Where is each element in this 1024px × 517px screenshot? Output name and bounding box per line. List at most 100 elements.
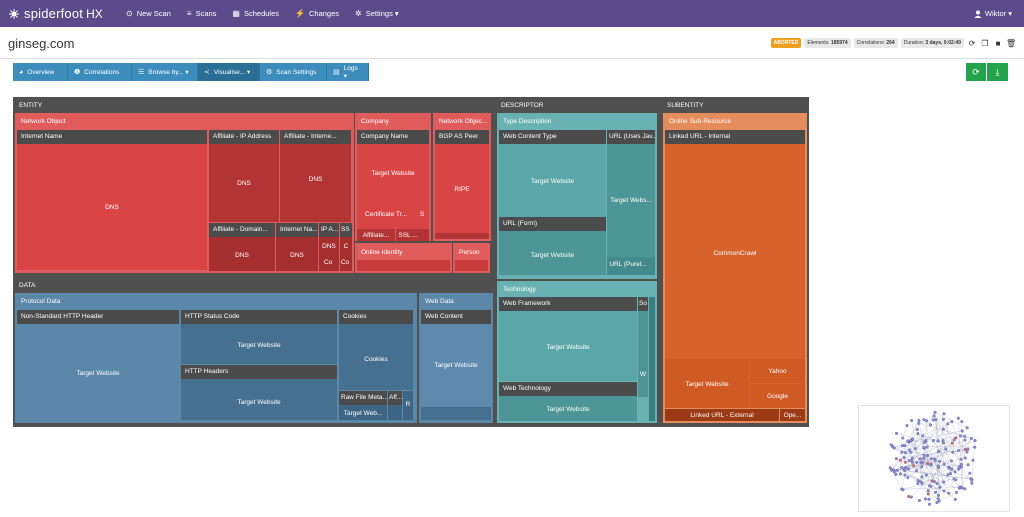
scan-status-bar: ABORTED Elements: 185974 Correlations: 2… bbox=[770, 38, 1017, 48]
treemap-google[interactable] bbox=[750, 384, 805, 408]
logs-dropdown[interactable]: ▤ Logs ▾ bbox=[327, 63, 369, 81]
visualise-dropdown[interactable]: ≺ Visualise... ▾ bbox=[198, 63, 260, 81]
nav-schedules[interactable]: ▦ Schedules bbox=[224, 0, 287, 27]
treemap-non-standard-http[interactable] bbox=[17, 310, 179, 420]
graph-node bbox=[942, 480, 946, 484]
treemap-linked-url-external[interactable] bbox=[665, 409, 779, 421]
graph-edge bbox=[930, 464, 963, 489]
treemap-web-content-type[interactable] bbox=[499, 130, 606, 217]
graph-edge bbox=[921, 476, 933, 482]
refresh-icon[interactable]: ⟳ bbox=[968, 38, 976, 48]
treemap-affiliate-internet[interactable] bbox=[280, 130, 351, 222]
network-graph-thumbnail[interactable] bbox=[858, 405, 1010, 512]
graph-node bbox=[963, 456, 967, 460]
correlations-label: Correlations: bbox=[856, 40, 885, 46]
affiliate-domain-dns-label: DNS bbox=[235, 251, 249, 259]
treemap-internet-name[interactable] bbox=[17, 130, 207, 270]
correlations-button[interactable]: ❶ Correlations bbox=[68, 63, 132, 81]
graph-node bbox=[918, 457, 922, 461]
delete-icon[interactable]: 🗑 bbox=[1006, 38, 1017, 48]
treemap-group-data: DATA bbox=[19, 282, 36, 289]
graph-edge bbox=[933, 440, 952, 470]
scan-header: ginseg.com ABORTED Elements: 185974 Corr… bbox=[0, 27, 1024, 59]
graph-node bbox=[956, 416, 960, 420]
download-button[interactable]: ⤓ bbox=[987, 63, 1008, 81]
overview-button[interactable]: ◕ Overview bbox=[13, 63, 68, 81]
user-menu[interactable]: Wiktor ▾ bbox=[974, 0, 1012, 27]
graph-edge bbox=[909, 430, 963, 442]
graph-node bbox=[889, 443, 893, 447]
internet-name-dns-label: DNS bbox=[105, 203, 119, 211]
so-header: So bbox=[638, 297, 648, 311]
graph-node bbox=[957, 485, 962, 490]
graph-node bbox=[951, 450, 955, 454]
user-name: Wiktor ▾ bbox=[984, 9, 1012, 18]
graph-node bbox=[922, 453, 926, 457]
browse-by-dropdown[interactable]: ☰ Browse by... ▾ bbox=[132, 63, 198, 81]
graph-node bbox=[900, 444, 904, 448]
stop-icon[interactable]: ■ bbox=[995, 38, 1001, 48]
graph-edge bbox=[903, 469, 938, 503]
graph-node bbox=[933, 458, 937, 462]
treemap-web-framework[interactable] bbox=[499, 297, 637, 381]
graph-edge bbox=[911, 439, 932, 465]
online-identity-block[interactable] bbox=[357, 260, 450, 271]
person-block[interactable] bbox=[455, 260, 488, 271]
scan-settings-button[interactable]: ⚙ Scan Settings bbox=[260, 63, 327, 81]
graph-edge bbox=[945, 423, 948, 449]
treemap-company-name[interactable] bbox=[357, 130, 429, 229]
company-s-label: S bbox=[419, 210, 425, 218]
technology-small-block[interactable] bbox=[649, 297, 655, 421]
brand-logo[interactable]: spiderfoot HX bbox=[8, 6, 108, 21]
graph-edge bbox=[891, 462, 923, 471]
treemap-r[interactable] bbox=[403, 391, 413, 420]
treemap-affiliate-ip[interactable] bbox=[209, 130, 279, 222]
elements-value: 185974 bbox=[830, 40, 848, 46]
graph-edge bbox=[918, 423, 972, 439]
nav-scans[interactable]: ≡ Scans bbox=[179, 0, 225, 27]
graph-node bbox=[936, 493, 941, 497]
graph-node bbox=[903, 469, 907, 473]
treemap-bgp-as-peer[interactable] bbox=[435, 130, 489, 239]
copy-icon[interactable]: ❐ bbox=[981, 38, 989, 48]
nav-new-scan[interactable]: ⊙ New Scan bbox=[118, 0, 179, 27]
graph-edge bbox=[902, 445, 975, 448]
web-content-block[interactable] bbox=[421, 407, 491, 420]
internet-na-header: Internet Na... bbox=[276, 223, 318, 237]
treemap-affiliate-short[interactable] bbox=[357, 229, 395, 241]
treemap-so[interactable] bbox=[638, 297, 648, 397]
graph-node bbox=[966, 463, 970, 467]
nav-settings[interactable]: ✲ Settings ▾ bbox=[347, 0, 407, 27]
graph-node bbox=[949, 459, 953, 463]
overview-label: Overview bbox=[27, 68, 55, 76]
treemap-ope[interactable] bbox=[780, 409, 805, 421]
graph-node bbox=[960, 420, 964, 424]
treemap-web-content[interactable] bbox=[421, 310, 491, 406]
url-form-header: URL (Form) bbox=[499, 217, 606, 231]
refresh-button[interactable]: ⟳ bbox=[966, 63, 986, 81]
graph-edge bbox=[939, 419, 944, 462]
treemap-target-website-sub[interactable] bbox=[665, 359, 749, 408]
graph-node bbox=[916, 432, 920, 436]
raw-file-meta-header: Raw File Meta... bbox=[339, 391, 387, 405]
graph-edge bbox=[894, 447, 928, 464]
graph-node bbox=[916, 481, 920, 486]
ss-co-label: Co bbox=[340, 258, 350, 266]
treemap-url-purel[interactable] bbox=[607, 257, 655, 275]
duration-value: 3 days, 0:02:40 bbox=[925, 40, 961, 46]
nav-schedules-label: Schedules bbox=[243, 9, 280, 18]
graph-edge bbox=[951, 421, 966, 459]
user-icon bbox=[974, 10, 982, 18]
graph-node bbox=[950, 420, 954, 424]
treemap-ssl[interactable] bbox=[396, 229, 429, 241]
graph-node bbox=[959, 462, 963, 467]
bgp-small-block[interactable] bbox=[435, 233, 489, 239]
graph-node bbox=[901, 488, 905, 492]
treemap-yahoo[interactable] bbox=[750, 359, 805, 383]
certificate-tr-label: Certificate Tr... bbox=[365, 210, 407, 218]
treemap-url-uses-jav[interactable] bbox=[607, 130, 655, 257]
url-uses-jav-header: URL (Uses Jav... bbox=[607, 130, 655, 144]
graph-edge bbox=[939, 492, 957, 502]
graph-node bbox=[927, 497, 931, 501]
nav-changes[interactable]: ⚡ Changes bbox=[287, 0, 347, 27]
